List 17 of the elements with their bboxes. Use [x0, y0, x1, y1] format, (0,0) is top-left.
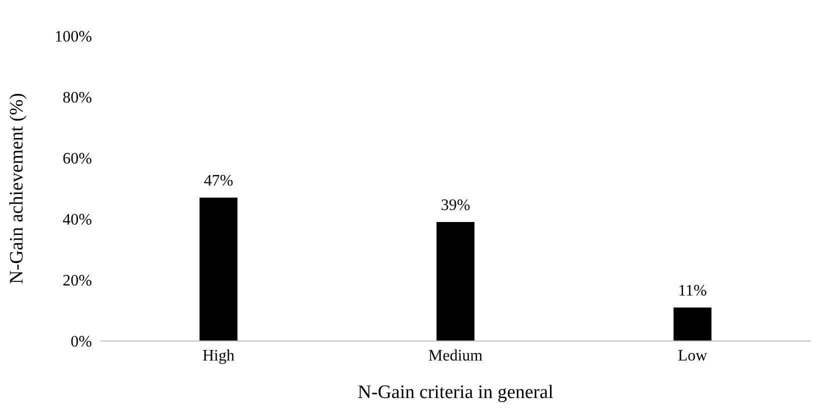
bar	[200, 198, 238, 341]
x-tick-label: Medium	[428, 347, 484, 364]
y-tick-label: 60%	[62, 150, 92, 168]
y-tick-label: 80%	[62, 90, 92, 107]
y-tick-label: 40%	[62, 212, 92, 229]
x-tick-label: Low	[678, 347, 708, 364]
y-tick-label: 20%	[62, 272, 92, 290]
bar	[436, 222, 474, 341]
data-label: 11%	[678, 282, 707, 300]
y-axis-title: N-Gain achievement (%)	[6, 93, 28, 284]
y-tick-label: 0%	[70, 334, 92, 351]
data-label: 47%	[204, 172, 234, 190]
y-tick-label: 100%	[54, 28, 92, 46]
x-axis-title: N-Gain criteria in general	[358, 382, 554, 403]
bar	[674, 307, 712, 341]
data-label: 39%	[440, 197, 470, 214]
x-tick-label: High	[202, 347, 234, 364]
